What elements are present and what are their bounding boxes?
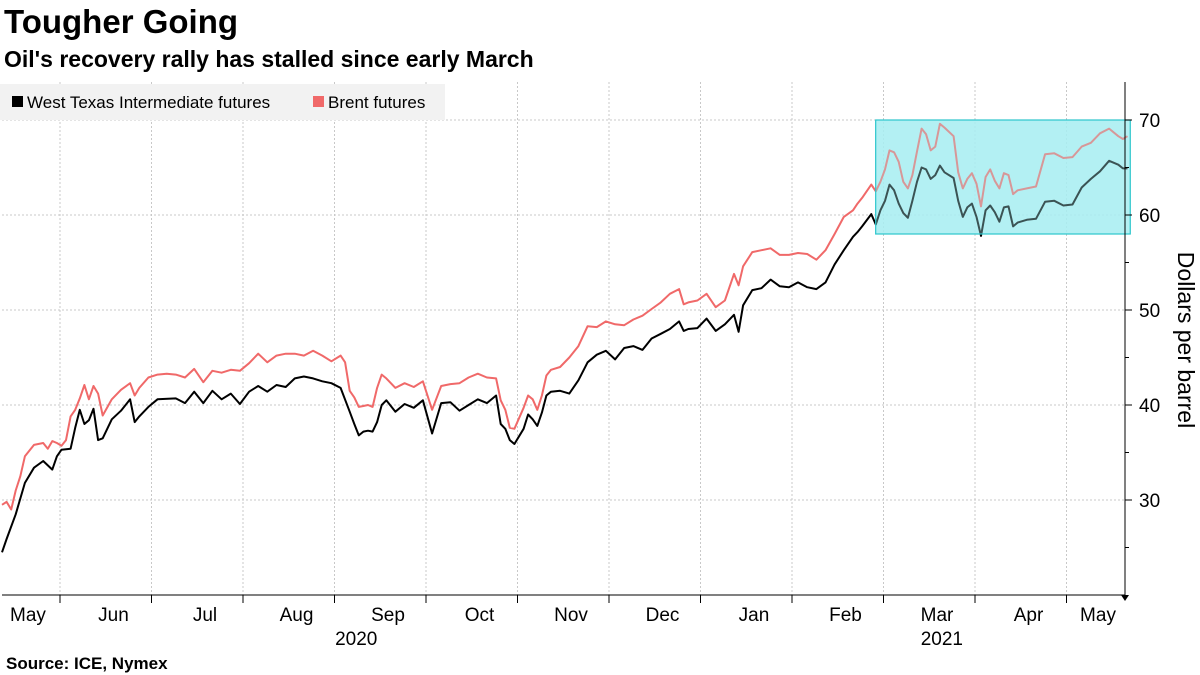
x-tick-label: Jan <box>739 605 770 626</box>
x-tick-label: Apr <box>1014 605 1044 626</box>
legend-label-wti: West Texas Intermediate futures <box>27 93 270 112</box>
y-tick-label: 60 <box>1139 206 1160 227</box>
x-tick-label: May <box>1080 605 1116 626</box>
x-tick-label: Oct <box>465 605 495 626</box>
brent-series-line <box>1 122 1129 511</box>
y-tick-label: 40 <box>1139 396 1160 417</box>
x-tick-label: May <box>10 605 46 626</box>
x-tick-label: Aug <box>280 605 314 626</box>
x-year-label: 2020 <box>335 629 377 650</box>
highlight-box-border <box>875 119 1131 235</box>
x-tick-label: Sep <box>371 605 405 626</box>
legend-label-brent: Brent futures <box>328 93 425 112</box>
legend-swatch-wti <box>12 96 23 107</box>
axis-corner-arrow <box>1121 595 1129 601</box>
x-year-label: 2021 <box>921 629 963 650</box>
x-tick-label: Mar <box>921 605 954 626</box>
y-tick-label: 30 <box>1139 491 1160 512</box>
x-tick-label: Dec <box>646 605 680 626</box>
chart-subtitle: Oil's recovery rally has stalled since e… <box>4 46 534 72</box>
source-note: Source: ICE, Nymex <box>6 654 168 673</box>
wti-series-line <box>1 159 1128 553</box>
x-tick-label: Jun <box>98 605 129 626</box>
y-axis-label: Dollars per barrel <box>1173 252 1199 428</box>
x-tick-label: Nov <box>554 605 588 626</box>
legend-background <box>0 84 445 120</box>
x-tick-label: Feb <box>829 605 862 626</box>
legend: West Texas Intermediate futures Brent fut… <box>0 84 445 120</box>
x-tick-label: Jul <box>193 605 217 626</box>
legend-swatch-brent <box>313 96 324 107</box>
overlay-layer <box>875 119 1131 235</box>
y-tick-label: 50 <box>1139 301 1160 322</box>
axes: 30 40 50 60 70 May Jun Jul Aug Sep Oct Nov Dec Jan Feb… <box>2 82 1199 650</box>
y-tick-label: 70 <box>1139 111 1160 132</box>
chart-title: Tougher Going <box>4 3 239 40</box>
series-layer <box>1 122 1129 553</box>
